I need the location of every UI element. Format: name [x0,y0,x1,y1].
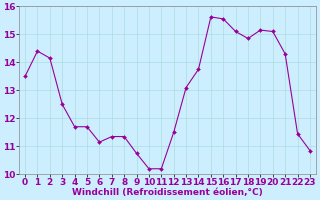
X-axis label: Windchill (Refroidissement éolien,°C): Windchill (Refroidissement éolien,°C) [72,188,263,197]
